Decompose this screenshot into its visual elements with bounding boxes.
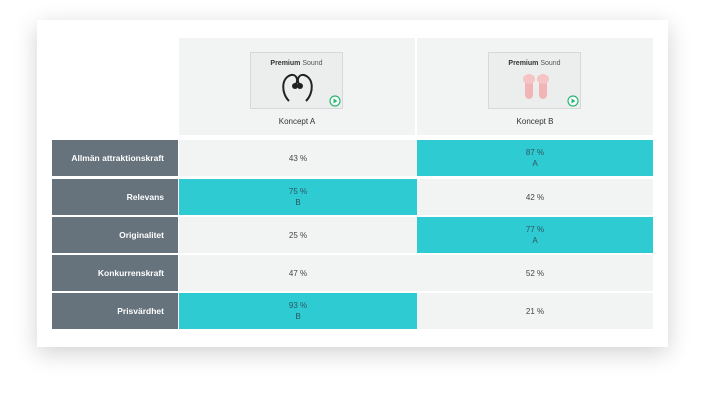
row-label: Konkurrenskraft [52,255,178,291]
cell: 52 % [417,255,653,291]
cell: 77 % A [417,217,653,253]
cell-value: 42 % [525,192,545,202]
cell-value: 93 % [288,301,308,310]
card: Premium Sound Koncept A Premium Sound Konce… [37,20,668,347]
row-label: Allmän attraktionskraft [52,140,178,176]
brand-name: Premium [270,60,301,67]
cell: 47 % [179,255,417,291]
row-label: Relevans [52,179,178,215]
brand-name: Premium [508,60,539,67]
cell-note: B [295,198,301,207]
thumbnail-brand: Premium Sound [251,60,342,67]
cell-value: 43 % [288,153,308,163]
thumbnail: Premium Sound [488,52,581,109]
cell-value: 21 % [525,306,545,316]
cell-value: 25 % [288,230,308,240]
thumbnail: Premium Sound [250,52,343,109]
thumbnail-brand: Premium Sound [489,60,580,67]
cell: 75 % B [179,179,417,215]
cell-note: A [532,236,538,245]
product-image [523,74,579,107]
cell: 42 % [417,179,653,215]
brand-text: Sound [540,60,561,67]
cell-value: 75 % [288,187,308,196]
column-label: Koncept B [516,117,554,126]
cell-note: A [532,159,538,168]
cell: 21 % [417,293,653,329]
row-label: Originalitet [52,217,178,253]
cell-value: 87 % [525,148,545,157]
cell: 25 % [179,217,417,253]
column-label: Koncept A [278,117,316,126]
cell-value: 52 % [525,268,545,278]
cell-value: 47 % [288,268,308,278]
row-label: Prisvärdhet [52,293,178,329]
cell-note: B [295,312,301,321]
cell-value: 77 % [525,225,545,234]
cell: 43 % [179,140,417,176]
cell: 93 % B [179,293,417,329]
cell: 87 % A [417,140,653,176]
product-image [282,73,341,107]
brand-text: Sound [302,60,323,67]
